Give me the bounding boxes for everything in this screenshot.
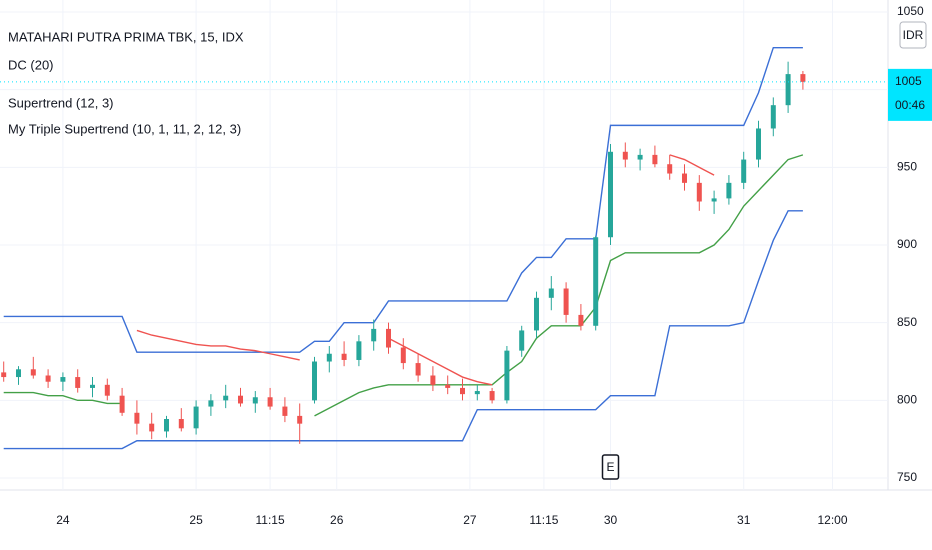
candle-body — [134, 412, 140, 424]
candle-body — [193, 406, 199, 429]
x-tick-label: 11:15 — [529, 513, 558, 527]
currency-label: IDR — [903, 28, 924, 42]
legend-entry: Supertrend (12, 3) — [8, 95, 114, 110]
x-tick-label: 25 — [189, 513, 203, 527]
candle-body — [637, 154, 643, 160]
candle-body — [445, 384, 451, 388]
candle-body — [741, 159, 747, 183]
candle-body — [178, 419, 184, 429]
indicator-line — [3, 154, 804, 417]
last-price-box — [888, 68, 932, 121]
candle-body — [238, 395, 243, 404]
candle-body — [267, 397, 273, 407]
candle-body — [563, 288, 569, 315]
candle-body — [208, 400, 214, 407]
candle-body — [504, 350, 510, 401]
candle-body — [622, 151, 628, 160]
candle-body — [667, 164, 673, 174]
candle-body — [149, 423, 155, 432]
candle-body — [356, 341, 362, 360]
candle-body — [312, 361, 317, 401]
candle-body — [682, 173, 687, 183]
candle-body — [341, 353, 347, 360]
x-tick-label: 30 — [604, 513, 618, 527]
y-tick-label: 900 — [897, 237, 917, 251]
candle-body — [60, 377, 66, 382]
indicator-line — [136, 154, 715, 386]
candle-body — [726, 182, 732, 199]
candle-body — [460, 387, 465, 395]
candle-body — [696, 182, 702, 202]
indicator-line — [3, 210, 803, 450]
candle-body — [297, 415, 303, 424]
candle-body — [1, 372, 7, 378]
countdown-label: 00:46 — [895, 98, 925, 112]
candle-body — [371, 328, 377, 342]
x-tick-label: 26 — [330, 513, 344, 527]
x-tick-label: 27 — [463, 513, 477, 527]
y-tick-label: 950 — [897, 159, 917, 173]
candle-body — [30, 369, 36, 376]
overlay: 75080085090095010001050242511:15262711:1… — [0, 4, 932, 527]
candle-body — [800, 74, 806, 82]
candle-body — [548, 288, 554, 298]
candle-body — [223, 395, 229, 401]
candle-body — [45, 375, 51, 382]
candle-body — [756, 128, 761, 160]
candle-body — [593, 237, 599, 326]
y-tick-label: 750 — [897, 470, 917, 484]
candle-body — [430, 375, 436, 385]
candle-body — [578, 314, 584, 326]
plot — [1, 46, 806, 450]
x-tick-label: 11:15 — [256, 513, 285, 527]
chart-title: MATAHARI PUTRA PRIMA TBK, 15, IDX — [8, 29, 244, 44]
candle-body — [608, 151, 613, 238]
candle-body — [119, 395, 125, 413]
legend-entry: My Triple Supertrend (10, 1, 11, 2, 12, … — [8, 121, 241, 136]
candle-body — [785, 74, 791, 106]
candle-body — [519, 330, 525, 351]
candle-body — [770, 105, 776, 129]
event-marker-label: E — [606, 460, 614, 474]
candle-body — [415, 363, 421, 376]
x-tick-label: 24 — [56, 513, 70, 527]
candle-body — [534, 297, 539, 331]
candle-body — [474, 391, 480, 395]
y-tick-label: 800 — [897, 393, 917, 407]
currency-box — [899, 21, 927, 49]
candle-body — [252, 397, 258, 404]
candle-body — [711, 198, 717, 202]
indicator-line — [3, 46, 803, 353]
event-marker-box — [601, 454, 620, 480]
last-price-label: 1005 — [895, 74, 922, 88]
candle-body — [326, 353, 332, 362]
candle-body — [90, 384, 95, 388]
legend-entry: DC (20) — [8, 57, 54, 72]
y-tick-label: 850 — [897, 315, 917, 329]
candle-body — [16, 369, 21, 378]
candle-body — [652, 154, 658, 165]
candle-body — [75, 377, 81, 388]
candle-body — [164, 419, 169, 432]
candle-body — [400, 347, 406, 364]
x-tick-label: 12:00 — [817, 513, 847, 527]
candle-body — [489, 391, 495, 401]
candle-body — [386, 328, 391, 348]
y-tick-label: 1050 — [897, 4, 924, 18]
candle-body — [282, 406, 288, 416]
x-tick-label: 31 — [737, 513, 751, 527]
candle-body — [104, 384, 110, 396]
